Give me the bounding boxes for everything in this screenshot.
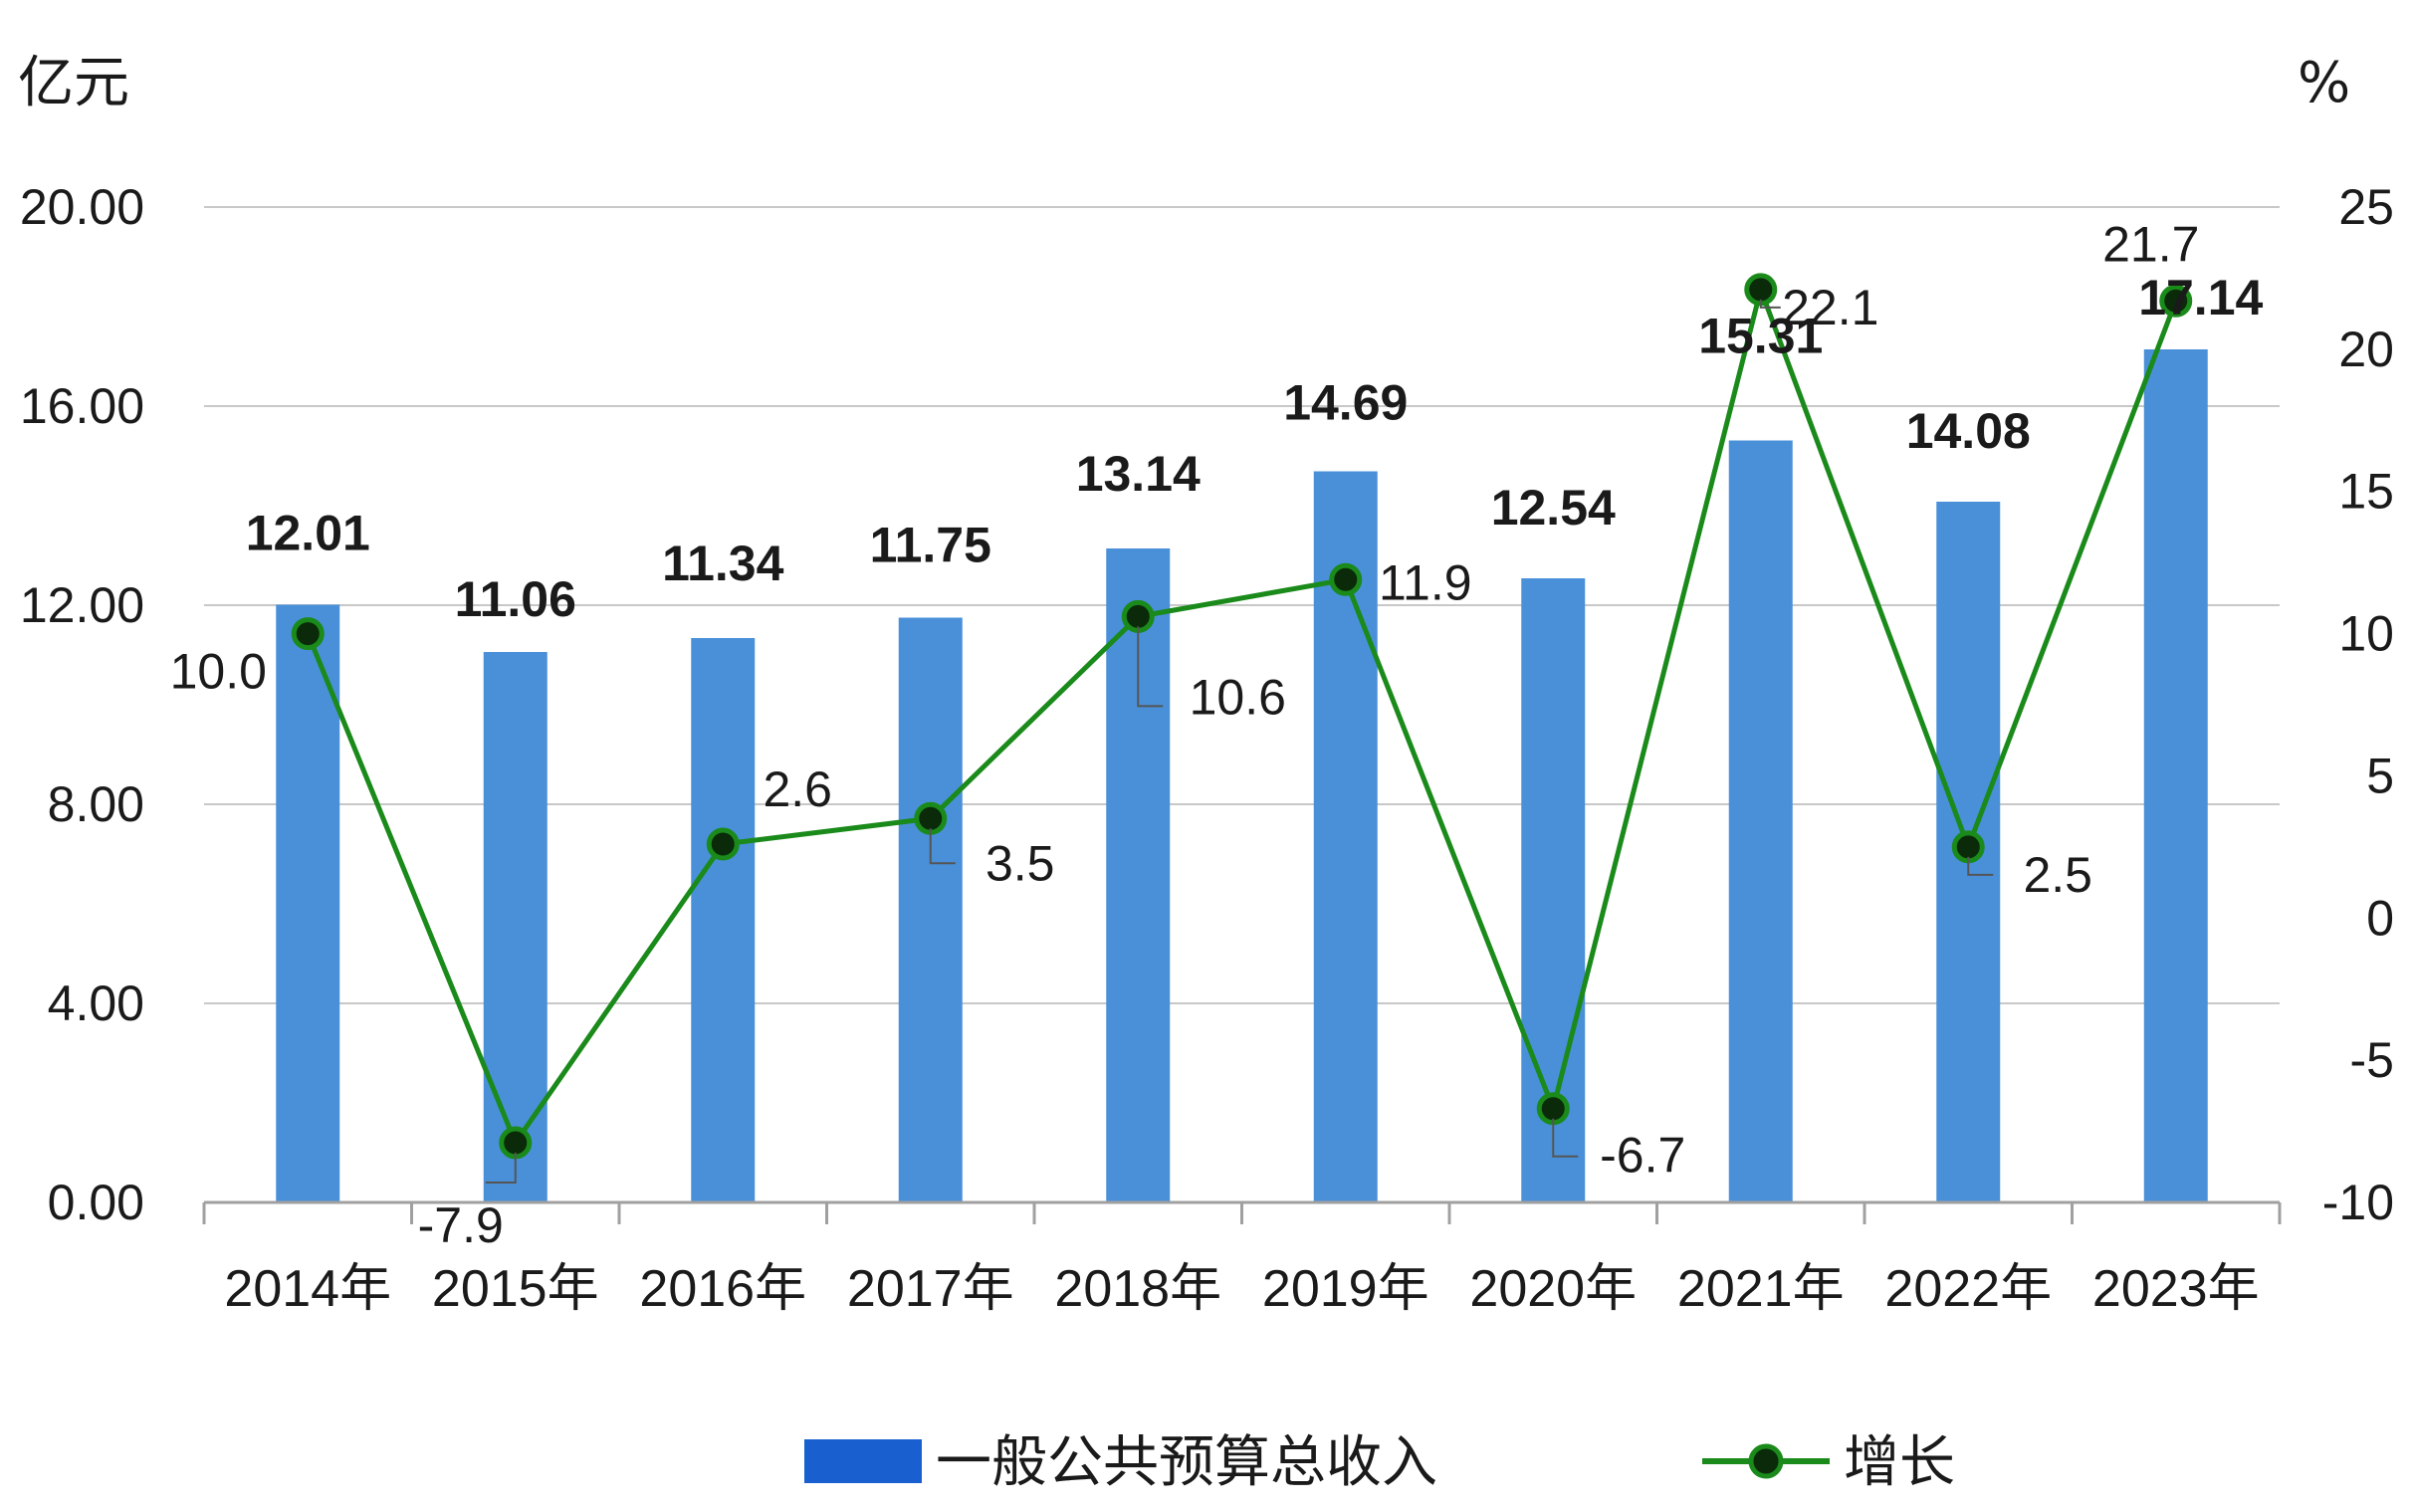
growth-value-label: 21.7 (2102, 216, 2199, 272)
bar-2016年 (691, 638, 756, 1202)
bar-2015年 (483, 652, 548, 1202)
growth-line-layer (291, 273, 2193, 1160)
growth-point-2023年 (2159, 284, 2193, 318)
leader-line (1137, 626, 1164, 708)
right-tick-label: 10 (2338, 606, 2394, 662)
bar-value-label: 17.14 (2138, 270, 2263, 325)
right-tick-label: 0 (2366, 890, 2394, 946)
growth-point-2018年 (1121, 599, 1155, 633)
growth-point-2020年 (1536, 1092, 1570, 1126)
bar-value-label: 14.69 (1283, 375, 1408, 431)
y-axes: 0.00 4.00 8.00 12.00 16.00 20.00 -10 -5 0 5 10 15 20… (20, 179, 2394, 1230)
legend-label-revenue: 一般公共预算总收入 (936, 1430, 1437, 1495)
right-tick-label: -10 (2322, 1175, 2394, 1230)
legend-label-growth: 增长 (1844, 1430, 1955, 1495)
growth-point-2022年 (1951, 830, 1985, 864)
bar-value-label: 11.75 (870, 518, 991, 573)
bar-value-label: 13.14 (1076, 446, 1201, 502)
right-tick-label: 5 (2366, 748, 2394, 803)
growth-point-2017年 (914, 801, 948, 835)
right-tick-label: 20 (2338, 322, 2394, 377)
growth-value-label: 10.6 (1190, 669, 1286, 725)
growth-point-2014年 (291, 617, 325, 651)
growth-value-label: -7.9 (418, 1197, 504, 1253)
x-tick-label: 2016年 (639, 1260, 806, 1318)
left-axis-unit: 亿元 (18, 51, 129, 115)
legend-marker-growth (1748, 1443, 1784, 1479)
growth-point-2015年 (499, 1126, 533, 1160)
bar-value-label: 12.54 (1491, 480, 1616, 536)
right-tick-label: 25 (2338, 179, 2394, 235)
x-tick-label: 2014年 (224, 1260, 391, 1318)
growth-point-2016年 (706, 827, 740, 861)
x-tick-label: 2023年 (2092, 1260, 2260, 1318)
right-tick-label: -5 (2350, 1032, 2394, 1088)
growth-value-label: 2.6 (763, 761, 832, 817)
bar-value-label: 11.34 (662, 536, 784, 591)
bar-value-label: 12.01 (246, 506, 370, 561)
legend: 一般公共预算总收入 增长 (804, 1430, 1955, 1495)
growth-point-2021年 (1744, 273, 1778, 307)
x-tick-label: 2017年 (847, 1260, 1014, 1318)
growth-point-2019年 (1329, 562, 1363, 596)
left-tick-label: 4.00 (48, 975, 144, 1031)
x-axis: 2014年 2015年 2016年 2017年 2018年 2019年 2020年 2021年… (202, 1200, 2282, 1318)
growth-value-label: 22.1 (1782, 280, 1878, 335)
x-tick-label: 2018年 (1054, 1260, 1221, 1318)
left-tick-label: 20.00 (20, 179, 144, 235)
bar-2017年 (898, 617, 963, 1202)
bar-2014年 (276, 604, 340, 1202)
legend-swatch-revenue (804, 1439, 922, 1483)
growth-value-label: 10.0 (170, 644, 267, 700)
data-labels: 12.01 11.06 11.34 11.75 13.14 14.69 12.54 15.31… (170, 216, 2264, 1253)
leader-line (1967, 856, 1994, 876)
x-tick-label: 2019年 (1262, 1260, 1429, 1318)
leader-line (485, 1153, 517, 1184)
left-tick-label: 16.00 (20, 378, 144, 434)
bar-value-label: 14.08 (1906, 403, 2031, 459)
x-tick-label: 2021年 (1677, 1260, 1845, 1318)
x-tick-label: 2020年 (1469, 1260, 1637, 1318)
leader-line (929, 828, 956, 865)
left-tick-label: 8.00 (48, 776, 144, 832)
leader-line (1552, 1118, 1579, 1158)
x-tick-label: 2022年 (1884, 1260, 2052, 1318)
right-tick-label: 15 (2338, 464, 2394, 520)
leader-line (1759, 299, 1781, 309)
growth-line (305, 287, 2179, 1146)
growth-value-label: 11.9 (1379, 554, 1472, 610)
left-tick-label: 0.00 (48, 1175, 144, 1230)
growth-value-label: -6.7 (1600, 1128, 1685, 1184)
bar-2023年 (2143, 349, 2208, 1202)
bar-value-label: 15.31 (1698, 309, 1823, 364)
bar-2021年 (1728, 440, 1793, 1202)
growth-value-label: 3.5 (986, 835, 1055, 891)
left-tick-label: 12.00 (20, 577, 144, 633)
gridlines (204, 206, 2280, 1004)
revenue-bars (276, 349, 2208, 1202)
bar-value-label: 11.06 (455, 571, 576, 627)
right-axis-unit: % (2298, 51, 2350, 115)
growth-value-label: 2.5 (2023, 847, 2092, 903)
x-tick-label: 2015年 (432, 1260, 599, 1318)
